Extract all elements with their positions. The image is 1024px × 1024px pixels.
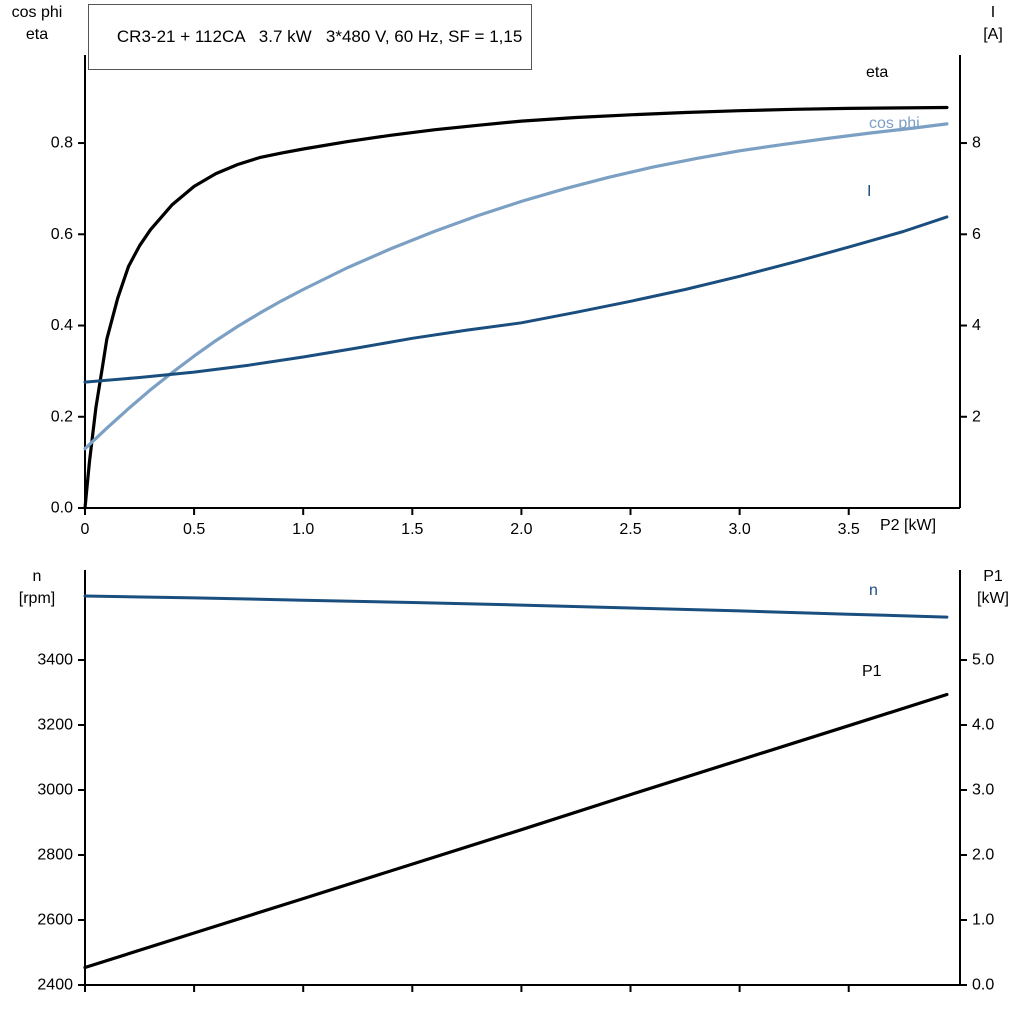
current-curve-label: I — [867, 183, 872, 200]
y-right-tick-label: 3.0 — [972, 782, 994, 799]
x-tick-label: 0.5 — [183, 521, 205, 538]
y-left-axis-title-top: cos phi eta — [2, 2, 72, 46]
current-axis-unit: [A] — [983, 26, 1003, 43]
y-right-tick-label: 0.0 — [972, 977, 994, 994]
current-axis-label: I — [990, 4, 996, 21]
y-left-tick-label: 3200 — [37, 717, 73, 734]
series-path-eta — [83, 105, 949, 510]
x-tick-label: 0 — [81, 521, 90, 538]
speed-axis-label: n — [32, 568, 42, 585]
x-tick-label: 1.0 — [292, 521, 314, 538]
y-left-tick-label: 0.2 — [51, 408, 73, 425]
eta-curve-label: eta — [866, 64, 889, 81]
x-tick-label: 3.0 — [728, 521, 750, 538]
cos-phi-axis-label: cos phi — [11, 4, 63, 21]
speed-curve-label: n — [869, 582, 878, 599]
y-left-axis-title-bottom: n [rpm] — [2, 566, 72, 610]
x-tick-label: 1.5 — [401, 521, 423, 538]
y-right-tick-label: 8 — [972, 135, 981, 152]
x-tick-label: 2.0 — [510, 521, 532, 538]
p1-axis-unit: [kW] — [977, 590, 1009, 607]
y-left-tick-label: 0.6 — [51, 226, 73, 243]
y-right-tick-label: 1.0 — [972, 912, 994, 929]
y-left-tick-label: 2800 — [37, 847, 73, 864]
eta-axis-label: eta — [25, 26, 49, 43]
y-left-tick-label: 0.8 — [51, 135, 73, 152]
y-left-tick-label: 0.4 — [51, 317, 73, 334]
cos-phi-curve-label: cos phi — [869, 115, 920, 132]
y-right-tick-label: 2 — [972, 408, 981, 425]
x-tick-label: 3.5 — [838, 521, 860, 538]
y-right-axis-title-top: I [A] — [964, 2, 1022, 46]
y-right-tick-label: 5.0 — [972, 652, 994, 669]
y-left-tick-label: 3000 — [37, 782, 73, 799]
series-path-i — [83, 215, 949, 384]
y-right-axis-title-bottom: P1 [kW] — [964, 566, 1022, 610]
series-path-n — [83, 594, 949, 619]
x-tick-label: 2.5 — [619, 521, 641, 538]
speed-axis-unit: [rpm] — [18, 590, 56, 607]
y-right-tick-label: 4 — [972, 317, 981, 334]
series-path-cos-phi — [83, 122, 949, 451]
chart-title: CR3-21 + 112CA 3.7 kW 3*480 V, 60 Hz, SF… — [116, 27, 523, 46]
p1-axis-label: P1 — [983, 568, 1003, 585]
p1-curve-label: P1 — [862, 663, 882, 680]
y-right-tick-label: 6 — [972, 226, 981, 243]
series-path-p1 — [83, 692, 949, 970]
y-left-tick-label: 2400 — [37, 977, 73, 994]
y-right-tick-label: 4.0 — [972, 717, 994, 734]
y-left-tick-label: 0.0 — [51, 500, 73, 517]
y-right-tick-label: 2.0 — [972, 847, 994, 864]
chart-1: 2400 2600 2800 3000 3200 3400 0.0 1.0 2.0 3.0 4.0 5… — [37, 570, 994, 994]
chart-0: 0.0 0.2 0.4 0.6 0.8 2 4 6 8 0 0.5 1.0 1.5 2.0 2.5 3.0 3.… — [51, 55, 981, 538]
chart-title-box: CR3-21 + 112CA 3.7 kW 3*480 V, 60 Hz, SF… — [88, 4, 533, 70]
y-left-tick-label: 2600 — [37, 912, 73, 929]
y-left-tick-label: 3400 — [37, 652, 73, 669]
x-axis-title: P2 [kW] — [880, 517, 937, 534]
